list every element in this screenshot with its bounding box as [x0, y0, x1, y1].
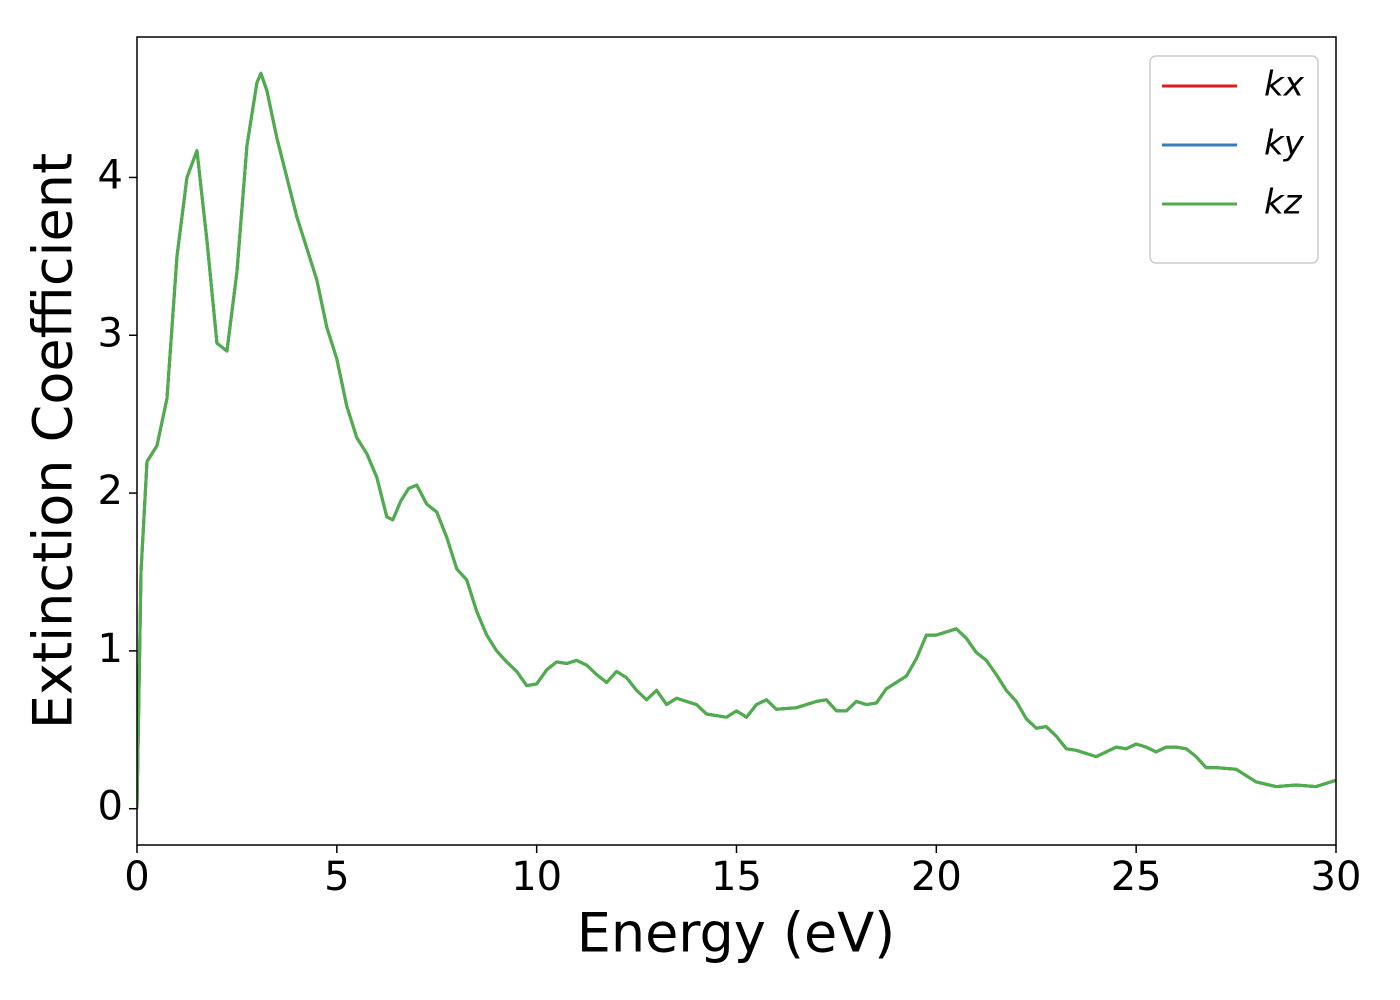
data-line — [137, 71, 1336, 809]
x-tick-label: 25 — [1111, 854, 1162, 900]
x-tick-label: 30 — [1311, 854, 1362, 900]
y-tick-label: 0 — [98, 784, 123, 830]
y-tick-label: 1 — [98, 626, 123, 672]
legend-label: ky — [1264, 124, 1305, 164]
x-tick-label: 20 — [911, 854, 962, 900]
x-tick-label: 15 — [711, 854, 762, 900]
y-tick-label: 4 — [98, 152, 123, 198]
y-tick-label: 3 — [98, 310, 123, 356]
legend-label: kz — [1264, 183, 1303, 223]
y-tick-label: 2 — [98, 468, 123, 514]
x-tick-label: 0 — [124, 854, 149, 900]
x-tick-label: 10 — [511, 854, 562, 900]
y-axis-label: Extinction Coefficient — [22, 153, 85, 729]
legend-label: kx — [1264, 65, 1305, 105]
x-tick-label: 5 — [324, 854, 349, 900]
plot-frame — [136, 36, 1337, 846]
legend-box — [1149, 55, 1319, 264]
x-axis-label: Energy (eV) — [577, 902, 896, 965]
